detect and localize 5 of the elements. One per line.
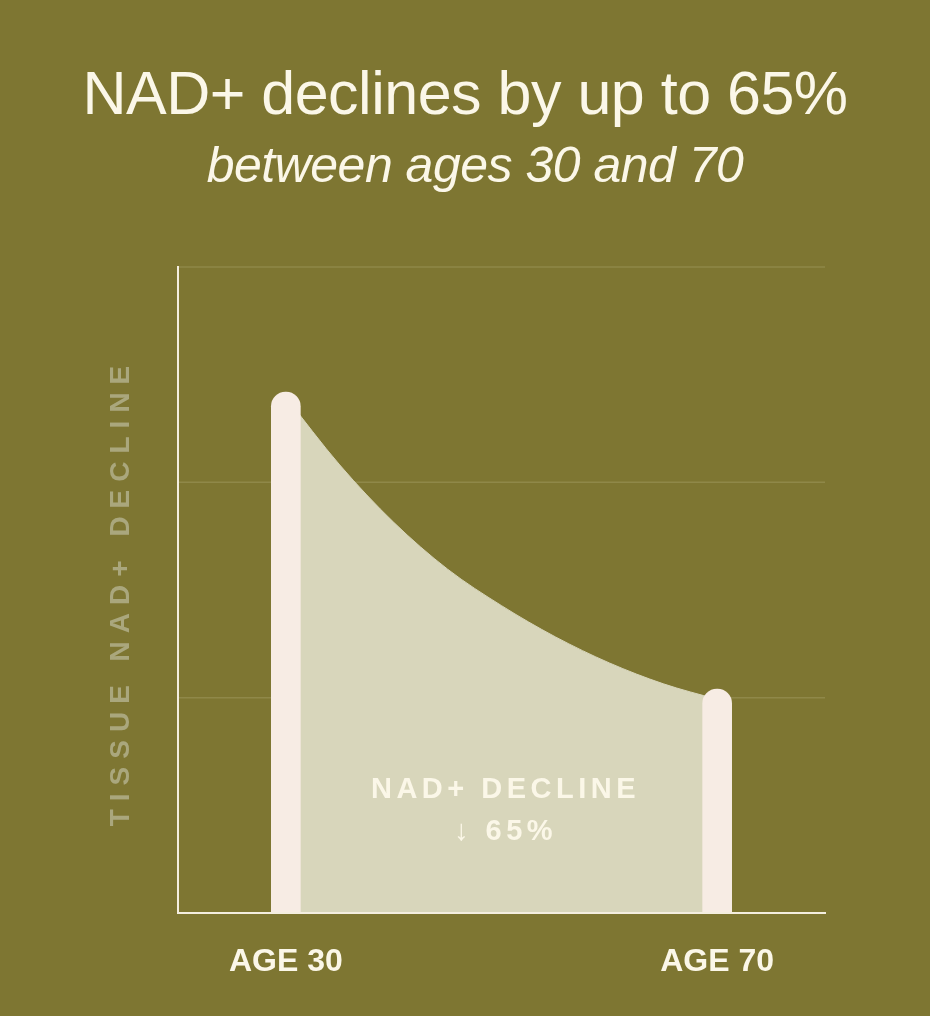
chart-subtitle: between ages 30 and 70 bbox=[205, 137, 745, 193]
x-tick-label: AGE 30 bbox=[228, 942, 343, 979]
y-axis-title: TISSUE NAD+ DECLINE bbox=[104, 357, 135, 827]
chart-title: NAD+ declines by up to 65% bbox=[81, 59, 849, 127]
x-tick-label: AGE 70 bbox=[660, 942, 775, 979]
